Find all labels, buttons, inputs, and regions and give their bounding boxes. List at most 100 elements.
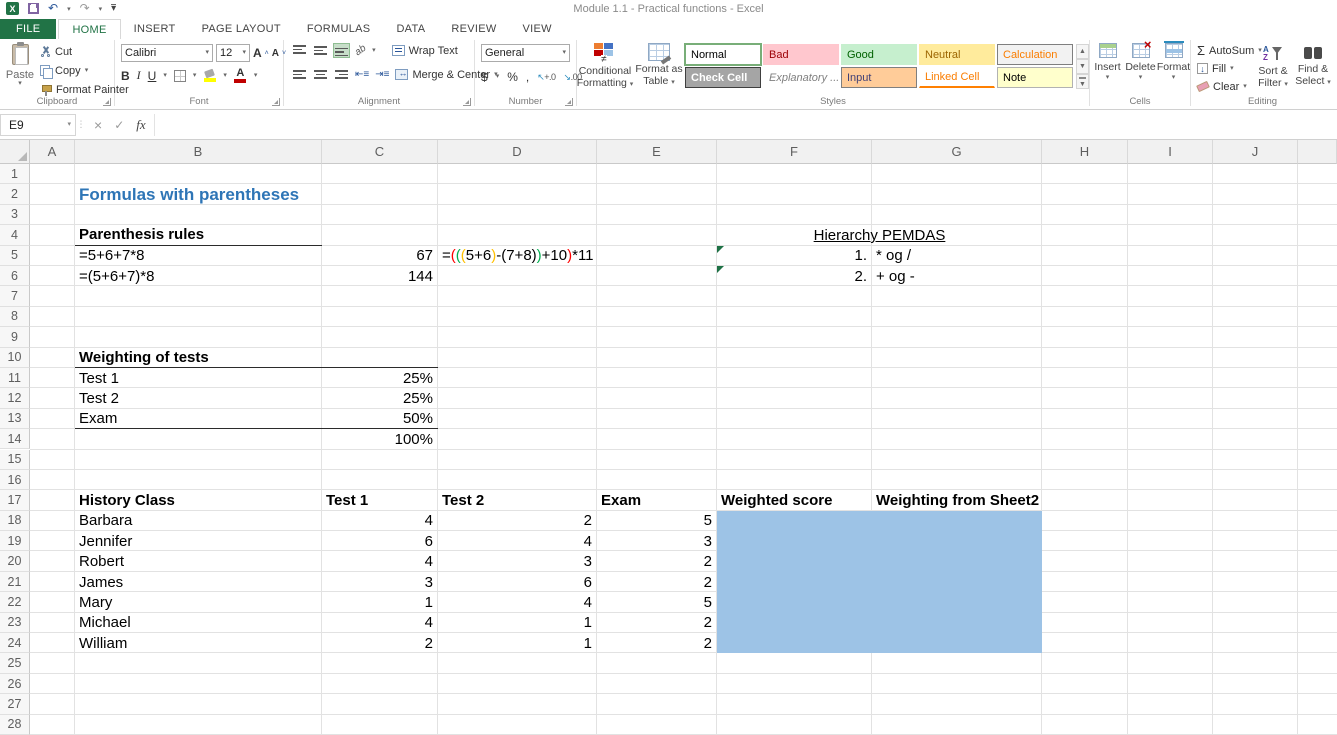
- insert-cells-button[interactable]: Insert ▾: [1094, 43, 1121, 81]
- increase-font-size-button[interactable]: A: [253, 46, 262, 60]
- fill-color-dropdown-icon[interactable]: ▾: [223, 71, 227, 79]
- ribbon-tab-data[interactable]: DATA: [396, 23, 426, 35]
- font-name-combo[interactable]: Calibri ▾: [121, 44, 213, 62]
- row-header-27[interactable]: 27: [0, 694, 30, 715]
- cell-style-explanatory-[interactable]: Explanatory ...: [763, 67, 839, 88]
- col-header-partial[interactable]: [1298, 140, 1337, 164]
- cell-C12[interactable]: 25%: [402, 390, 433, 407]
- delete-cells-button[interactable]: Delete ▾: [1125, 37, 1155, 81]
- cell-C22[interactable]: 1: [424, 593, 433, 611]
- cell-style-neutral[interactable]: Neutral: [919, 44, 995, 65]
- cell-style-note[interactable]: Note: [997, 67, 1073, 88]
- row-header-15[interactable]: 15: [0, 449, 30, 470]
- italic-button[interactable]: I: [136, 68, 141, 82]
- insert-dropdown-icon[interactable]: ▾: [1105, 74, 1110, 81]
- cell-G5[interactable]: * og /: [876, 247, 912, 265]
- row-header-18[interactable]: 18: [0, 510, 30, 532]
- row-header-19[interactable]: 19: [0, 531, 30, 552]
- find-select-button[interactable]: Find & Select ▾: [1294, 43, 1332, 89]
- cell-G6[interactable]: + og -: [876, 267, 915, 285]
- fill-dropdown-icon[interactable]: ▾: [1230, 64, 1234, 72]
- cell-D20[interactable]: 3: [583, 553, 592, 571]
- gallery-scroll-up-button[interactable]: ▲: [1076, 44, 1089, 59]
- cell-style-bad[interactable]: Bad: [763, 44, 839, 65]
- cell-style-normal[interactable]: Normal: [684, 43, 762, 66]
- cell-B6[interactable]: =(5+6+7)*8: [79, 267, 155, 285]
- format-as-table-button[interactable]: Format as Table ▾: [633, 39, 685, 109]
- col-header-E[interactable]: E: [597, 140, 717, 164]
- row-header-1[interactable]: 1: [0, 164, 30, 185]
- col-header-I[interactable]: I: [1128, 140, 1213, 164]
- font-color-dropdown-icon[interactable]: ▾: [253, 71, 258, 79]
- cell-C17[interactable]: Test 1: [326, 491, 369, 509]
- insert-function-icon[interactable]: fx: [136, 116, 146, 132]
- cell-D24[interactable]: 1: [583, 634, 592, 652]
- cell-C14[interactable]: 100%: [394, 430, 433, 448]
- ribbon-tab-home[interactable]: HOME: [58, 19, 121, 39]
- redo-icon[interactable]: ↷: [79, 1, 90, 15]
- font-size-combo[interactable]: 12 ▾: [216, 44, 250, 62]
- ribbon-tab-review[interactable]: REVIEW: [451, 23, 497, 35]
- cell-B11[interactable]: Test 1: [79, 369, 120, 387]
- row-header-24[interactable]: 24: [0, 633, 30, 654]
- row-header-23[interactable]: 23: [0, 612, 30, 634]
- cell-C10[interactable]: [322, 348, 438, 368]
- cell-C19[interactable]: 6: [424, 532, 433, 550]
- paste-button[interactable]: Paste ▾: [4, 42, 36, 95]
- cell-style-calculation[interactable]: Calculation: [997, 44, 1073, 65]
- cell-B19[interactable]: Jennifer: [79, 532, 133, 550]
- underline-dropdown-icon[interactable]: ▾: [163, 71, 167, 79]
- cell-C18[interactable]: 4: [424, 512, 433, 530]
- row-header-16[interactable]: 16: [0, 469, 30, 491]
- copy-button[interactable]: Copy ▾: [40, 63, 129, 79]
- row-header-9[interactable]: 9: [0, 327, 30, 348]
- col-header-D[interactable]: D: [438, 140, 597, 164]
- cell-E19[interactable]: 3: [703, 532, 712, 550]
- row-header-7[interactable]: 7: [0, 286, 30, 307]
- align-left-button[interactable]: [292, 68, 307, 81]
- cell-C24[interactable]: 2: [424, 634, 433, 652]
- paste-dropdown-icon[interactable]: ▾: [18, 80, 22, 87]
- ribbon-tab-insert[interactable]: INSERT: [133, 23, 176, 35]
- row-header-5[interactable]: 5: [0, 245, 30, 266]
- cell-F6[interactable]: 2.: [717, 265, 872, 286]
- font-color-button[interactable]: A: [234, 67, 247, 83]
- cell-D21[interactable]: 6: [583, 573, 592, 591]
- customize-qat-icon[interactable]: ▾: [111, 3, 117, 14]
- cell-style-linked-cell[interactable]: Linked Cell: [919, 67, 995, 88]
- formula-input[interactable]: [154, 113, 1337, 136]
- bottom-align-button[interactable]: [333, 43, 350, 58]
- cell-C21[interactable]: 3: [424, 573, 433, 591]
- format-cells-button[interactable]: Format ▾: [1157, 41, 1190, 81]
- cell-C6[interactable]: 144: [407, 267, 433, 285]
- font-size-dropdown-icon[interactable]: ▾: [242, 49, 246, 56]
- confirm-entry-icon[interactable]: ✓: [114, 117, 125, 132]
- col-header-B[interactable]: B: [75, 140, 322, 164]
- row-header-10[interactable]: 10: [0, 347, 30, 368]
- gallery-more-button[interactable]: ▼: [1076, 74, 1089, 89]
- cell-E22[interactable]: 5: [703, 593, 712, 611]
- row-header-22[interactable]: 22: [0, 592, 30, 613]
- row-header-28[interactable]: 28: [0, 714, 30, 735]
- cell-B20[interactable]: Robert: [79, 553, 125, 571]
- copy-dropdown-icon[interactable]: ▾: [84, 66, 89, 74]
- conditional-formatting-button[interactable]: ≠ Conditional Formatting ▾: [577, 39, 633, 109]
- number-format-dropdown-icon[interactable]: ▾: [562, 49, 566, 56]
- underline-button[interactable]: U: [147, 68, 157, 83]
- align-right-button[interactable]: [334, 68, 349, 81]
- cell-style-check-cell[interactable]: Check Cell: [685, 67, 761, 88]
- cell-E24[interactable]: 2: [703, 634, 712, 652]
- cell-D19[interactable]: 4: [583, 532, 592, 550]
- row-header-21[interactable]: 21: [0, 571, 30, 593]
- decrease-font-size-button[interactable]: A: [271, 47, 279, 59]
- ribbon-tab-page-layout[interactable]: PAGE LAYOUT: [201, 23, 281, 35]
- delete-dropdown-icon[interactable]: ▾: [1138, 74, 1143, 81]
- cell-B22[interactable]: Mary: [79, 593, 113, 611]
- percent-style-button[interactable]: %: [507, 70, 518, 84]
- cut-button[interactable]: Cut: [40, 44, 129, 59]
- borders-button[interactable]: [173, 69, 186, 82]
- name-box-dropdown-icon[interactable]: ▾: [67, 120, 71, 128]
- cell-F4[interactable]: Hierarchy PEMDAS: [813, 226, 946, 244]
- gallery-scroll-down-button[interactable]: ▼: [1076, 59, 1089, 74]
- col-header-G[interactable]: G: [872, 140, 1042, 164]
